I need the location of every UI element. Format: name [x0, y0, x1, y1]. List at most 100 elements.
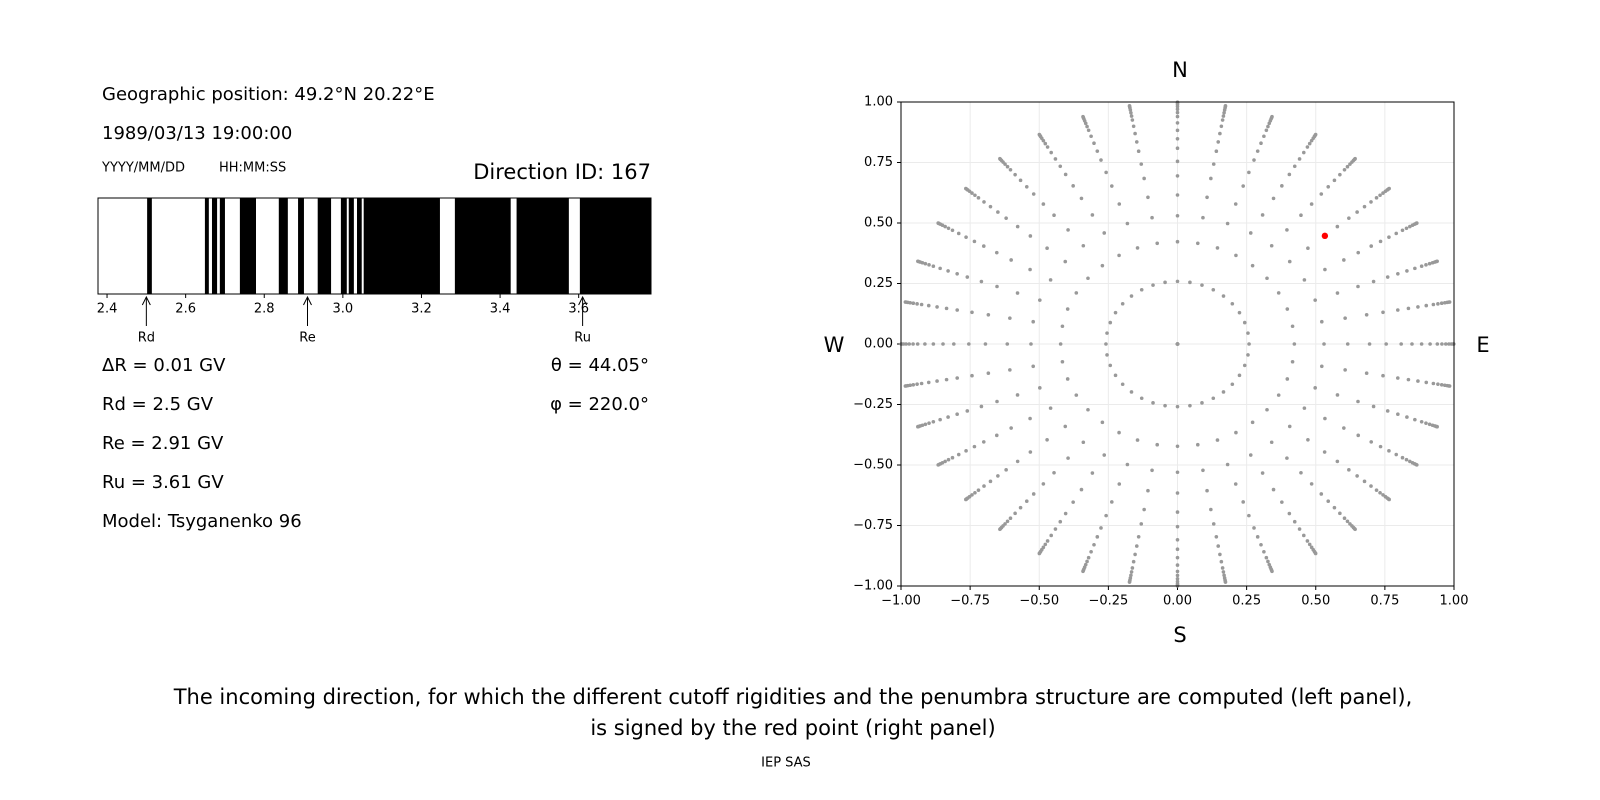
direction-point	[1131, 559, 1136, 564]
direction-point	[1241, 184, 1245, 188]
direction-point	[1175, 174, 1180, 178]
direction-point	[1424, 421, 1428, 425]
x-tick-label: −0.25	[1088, 594, 1128, 609]
direction-point	[1400, 228, 1405, 233]
direction-point	[955, 376, 960, 380]
direction-point	[1260, 471, 1265, 475]
direction-point	[1102, 231, 1107, 235]
direction-point	[1395, 308, 1400, 312]
direction-point	[1435, 342, 1440, 346]
direction-point	[941, 342, 945, 346]
direction-point	[1259, 542, 1263, 547]
direction-point	[1175, 569, 1180, 574]
direction-point	[1175, 470, 1180, 475]
direction-point	[1201, 468, 1205, 473]
direction-point	[979, 404, 984, 409]
direction-point	[1155, 241, 1160, 246]
direction-point	[1125, 221, 1130, 226]
direction-point	[1319, 192, 1324, 196]
direction-point	[1387, 497, 1391, 502]
direction-point	[1410, 342, 1414, 346]
direction-point	[1139, 396, 1144, 401]
direction-point	[979, 279, 984, 284]
direction-point	[1142, 176, 1146, 181]
direction-point	[923, 422, 928, 427]
direction-point	[903, 300, 908, 304]
direction-point	[1427, 422, 1432, 427]
direction-point	[1276, 393, 1281, 397]
direction-point	[907, 342, 912, 346]
direction-point	[938, 266, 942, 271]
direction-point	[1150, 468, 1154, 473]
direction-point	[1223, 580, 1228, 584]
direction-point	[1335, 459, 1340, 464]
direction-point	[1260, 213, 1265, 217]
direction-point	[1221, 390, 1226, 394]
direction-point	[956, 231, 961, 236]
penumbra-band	[219, 198, 225, 294]
direction-point	[1175, 239, 1180, 244]
direction-point	[1335, 393, 1340, 397]
marker-label: Re	[299, 331, 315, 346]
direction-point	[1024, 184, 1029, 189]
direction-point	[1151, 401, 1155, 405]
direction-point	[1005, 342, 1010, 346]
direction-point	[938, 417, 942, 422]
direction-point	[1129, 570, 1134, 574]
x-tick-label: −0.75	[950, 594, 990, 609]
direction-point	[1230, 301, 1235, 306]
direction-point	[1447, 300, 1452, 304]
direction-point	[1037, 132, 1042, 137]
direction-point	[1424, 380, 1429, 385]
direction-point	[950, 228, 955, 233]
direction-point	[1175, 342, 1180, 346]
direction-point	[1250, 263, 1255, 268]
time-format: HH:MM:SS	[219, 161, 286, 176]
direction-point	[1395, 376, 1400, 380]
x-tick-label: 0.75	[1370, 594, 1399, 609]
direction-point	[1369, 484, 1373, 488]
direction-point	[1301, 533, 1306, 538]
direction-point	[1406, 306, 1411, 311]
direction-point	[1435, 424, 1439, 429]
direction-point	[1322, 450, 1327, 454]
direction-point	[981, 244, 986, 248]
phi: φ = 220.0°	[550, 394, 649, 415]
direction-point	[1307, 542, 1312, 547]
direction-point	[1338, 172, 1342, 177]
direction-point	[1038, 386, 1042, 390]
direction-point	[1099, 526, 1103, 530]
direction-point	[964, 186, 968, 191]
direction-point	[1175, 213, 1180, 218]
direction-point	[1276, 291, 1281, 295]
direction-point	[1209, 507, 1213, 512]
penumbra-band	[516, 198, 569, 294]
direction-point	[1371, 404, 1376, 409]
direction-point	[1150, 215, 1154, 220]
direction-point	[1129, 110, 1133, 115]
direction-point	[1175, 444, 1180, 449]
direction-point	[1443, 342, 1448, 346]
direction-point	[1110, 184, 1114, 188]
direction-point	[1090, 213, 1095, 217]
penumbra-band	[239, 198, 256, 294]
direction-point	[982, 484, 986, 488]
direction-point	[1089, 134, 1093, 139]
direction-point	[1271, 196, 1276, 201]
info-line: Ru = 3.61 GV	[102, 472, 224, 493]
direction-point	[1265, 407, 1269, 412]
direction-point	[1222, 110, 1226, 115]
direction-point	[1100, 420, 1105, 425]
direction-point	[1302, 278, 1307, 282]
direction-point	[1049, 150, 1054, 155]
direction-point	[1188, 403, 1192, 408]
direction-point	[1223, 104, 1228, 108]
x-tick-label: 2.6	[175, 302, 196, 317]
compass-north: N	[1172, 58, 1188, 82]
direction-point	[1024, 499, 1029, 504]
direction-point	[1071, 184, 1075, 188]
direction-point	[1133, 131, 1137, 136]
direction-point	[1117, 253, 1121, 258]
penumbra-band	[348, 198, 354, 294]
penumbra-band	[340, 198, 347, 294]
